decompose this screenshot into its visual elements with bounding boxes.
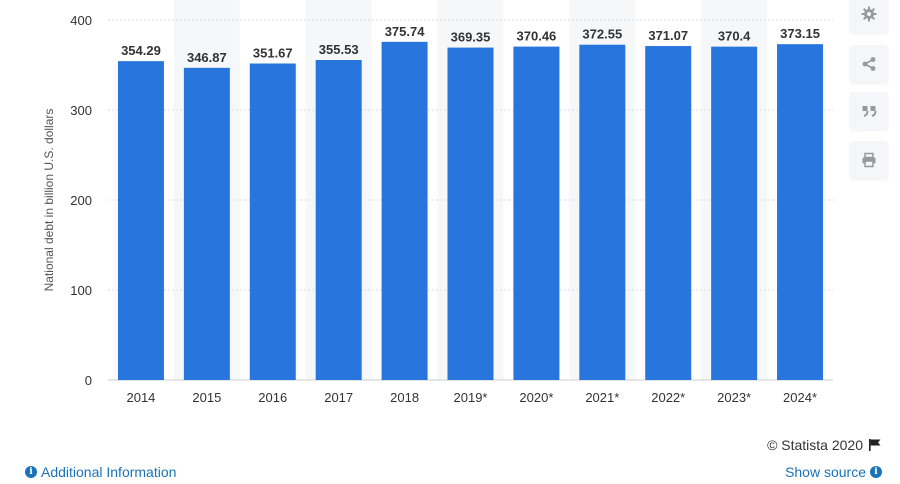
bar[interactable] [381, 41, 428, 381]
share-icon [862, 57, 876, 71]
bar[interactable] [711, 46, 758, 380]
x-tick-label: 2016 [258, 390, 287, 405]
x-tick-label: 2023* [717, 390, 751, 405]
bar[interactable] [117, 61, 164, 380]
credit-label: © Statista 2020 [767, 437, 863, 453]
show-source-link[interactable]: Show source i [785, 464, 882, 480]
data-label: 371.07 [648, 28, 688, 43]
y-tick-label: 400 [70, 13, 92, 28]
data-label: 351.67 [253, 45, 293, 60]
bar[interactable] [447, 47, 494, 381]
data-label: 370.46 [517, 29, 557, 44]
show-source-label: Show source [785, 464, 866, 480]
x-tick-label: 2022* [651, 390, 685, 405]
additional-information-label: Additional Information [41, 464, 177, 480]
data-label: 372.55 [582, 27, 622, 42]
bar[interactable] [249, 63, 296, 380]
bar[interactable] [645, 46, 692, 381]
bar[interactable] [777, 44, 824, 380]
info-icon: i [870, 466, 882, 478]
bars [117, 41, 824, 381]
x-tick-label: 2024* [783, 390, 817, 405]
bar[interactable] [315, 60, 362, 380]
x-axis: 2014 2015 2016 2017 2018 2019* 2020* 2021* 2022*… [126, 390, 817, 405]
y-tick-label: 300 [70, 103, 92, 118]
x-tick-label: 2019* [454, 390, 488, 405]
cite-button[interactable] [850, 92, 888, 130]
gear-icon [861, 6, 877, 22]
y-tick-label: 0 [85, 373, 92, 388]
bar[interactable] [183, 67, 230, 380]
bar[interactable] [513, 46, 560, 380]
data-labels: 354.29 346.87 351.67 355.53 375.74 369.35 370.… [121, 24, 820, 65]
x-tick-label: 2015 [192, 390, 221, 405]
x-tick-label: 2018 [390, 390, 419, 405]
y-axis: 0 100 200 300 400 [70, 13, 92, 388]
bar[interactable] [579, 44, 626, 381]
quote-icon [862, 106, 877, 117]
y-tick-label: 100 [70, 283, 92, 298]
info-icon: i [25, 466, 37, 478]
x-tick-label: 2020* [519, 390, 553, 405]
print-button[interactable] [850, 141, 888, 179]
data-label: 373.15 [780, 26, 820, 41]
data-label: 346.87 [187, 50, 227, 65]
data-label: 375.74 [385, 24, 426, 39]
y-axis-title: National debt in billion U.S. dollars [42, 109, 56, 292]
x-tick-label: 2017 [324, 390, 353, 405]
data-label: 369.35 [451, 30, 491, 45]
data-label: 355.53 [319, 42, 359, 57]
additional-information-link[interactable]: i Additional Information [25, 464, 176, 480]
x-tick-label: 2014 [126, 390, 155, 405]
x-tick-label: 2021* [585, 390, 619, 405]
y-tick-label: 200 [70, 193, 92, 208]
data-label: 370.4 [718, 29, 751, 44]
settings-button[interactable] [850, 0, 888, 33]
print-icon [862, 152, 876, 168]
share-button[interactable] [850, 45, 888, 83]
statista-credit[interactable]: © Statista 2020 [767, 437, 882, 453]
data-label: 354.29 [121, 43, 161, 58]
flag-icon [869, 439, 881, 451]
